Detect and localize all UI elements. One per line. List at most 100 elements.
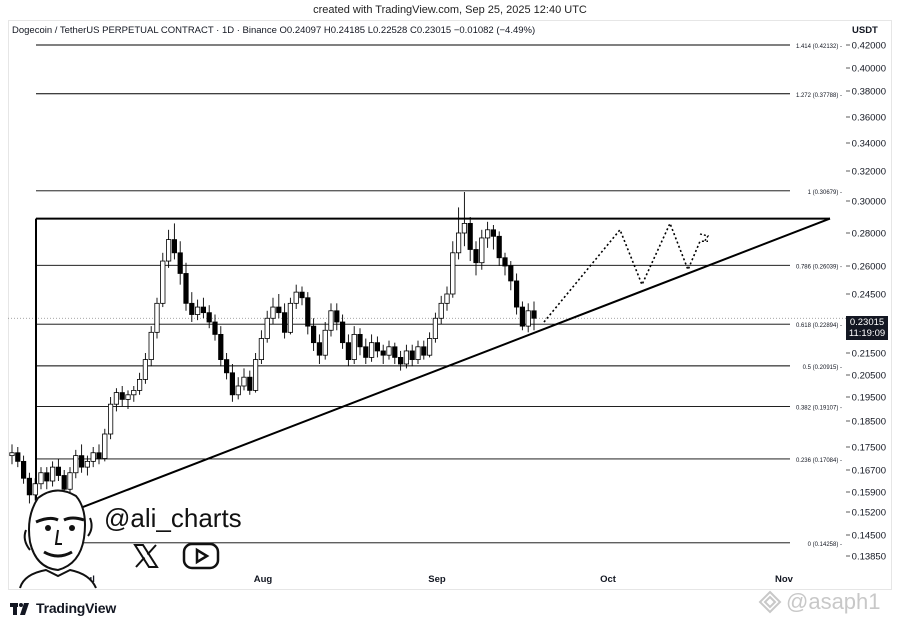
- candle-body-down: [119, 392, 125, 400]
- candle-body-up: [136, 378, 143, 391]
- candle: [90, 447, 96, 468]
- fib-level-label: 0.236 (0.17084) -: [796, 458, 842, 464]
- candle: [357, 328, 363, 356]
- x-tick-label: Sep: [428, 574, 446, 585]
- candle-body-down: [496, 235, 502, 259]
- candle-body-up: [252, 359, 259, 391]
- candle-body-up: [235, 385, 241, 396]
- candle: [148, 326, 154, 367]
- y-tick-label: 0.30000: [852, 197, 886, 208]
- candle: [131, 386, 137, 402]
- candle-body-down: [357, 333, 363, 348]
- candle: [490, 225, 497, 250]
- candle: [502, 252, 508, 276]
- y-tick-label: 0.24500: [852, 290, 886, 301]
- candle-body-up: [113, 392, 119, 405]
- x-tick-label: Oct: [600, 574, 617, 585]
- candle-body-up: [455, 232, 462, 254]
- candle: [258, 330, 265, 364]
- y-tick-label: 0.38000: [852, 87, 886, 98]
- candle-body-down: [310, 325, 317, 344]
- candle: [108, 397, 114, 440]
- fib-level-label: 0.786 (0.26039) -: [796, 264, 842, 270]
- candle: [403, 344, 410, 369]
- candle-body-up: [154, 302, 160, 333]
- candle-body-down: [334, 310, 340, 323]
- candle: [26, 472, 33, 504]
- candle-body-down: [26, 477, 33, 496]
- projection-path: [543, 221, 708, 323]
- x-logo-icon[interactable]: [132, 542, 160, 570]
- candle-body-up: [165, 239, 172, 262]
- candle-body-up: [403, 350, 410, 365]
- candle-body-down: [374, 342, 381, 352]
- candle-body-up: [479, 237, 485, 264]
- candle-body-down: [229, 372, 235, 396]
- candle: [351, 326, 357, 364]
- candle: [84, 455, 90, 476]
- candle: [525, 303, 531, 333]
- candle: [38, 467, 44, 490]
- candle-body-down: [96, 452, 102, 459]
- candle-body-down: [189, 302, 195, 315]
- candle: [142, 353, 148, 384]
- fib-level-label: 1.414 (0.42132) -: [796, 44, 842, 50]
- y-tick-label: 0.15900: [852, 488, 886, 499]
- y-tick-label: 0.34000: [852, 139, 886, 150]
- fib-level-label: 0 (0.14258) -: [808, 542, 842, 548]
- candle-body-up: [328, 310, 334, 331]
- fib-level-label: 0.5 (0.20915) -: [803, 365, 842, 371]
- y-tick-label: 0.18500: [852, 417, 886, 428]
- candle: [270, 297, 276, 325]
- candle-body-up: [102, 433, 108, 459]
- candle-body-up: [293, 291, 299, 304]
- candle: [496, 231, 502, 266]
- candle-body-up: [241, 376, 247, 387]
- y-tick-label: 0.26000: [852, 262, 886, 273]
- candle: [473, 241, 479, 276]
- candle-body-up: [322, 329, 328, 356]
- candle-body-down: [55, 466, 62, 476]
- youtube-play-icon[interactable]: [182, 542, 220, 570]
- candle-body-up: [50, 466, 56, 482]
- candle: [479, 229, 485, 270]
- currency-label[interactable]: USDT: [852, 25, 878, 36]
- candle: [119, 386, 125, 407]
- candle-body-up: [160, 260, 166, 304]
- candle: [455, 207, 462, 260]
- fib-level-label: 0.618 (0.22894) -: [796, 323, 842, 329]
- tradingview-wordmark: TradingView: [36, 600, 117, 616]
- candle: [189, 292, 195, 322]
- y-tick-label: 0.16700: [852, 466, 886, 477]
- watermark: @asaph1: [758, 589, 881, 615]
- candle: [32, 478, 38, 501]
- candle: [229, 364, 235, 402]
- y-tick-label: 0.21500: [852, 349, 886, 360]
- candle-body-down: [502, 257, 508, 267]
- candle: [380, 344, 386, 364]
- symbol-legend[interactable]: Dogecoin / TetherUS PERPETUAL CONTRACT ·…: [12, 25, 536, 36]
- candle-body-down: [339, 321, 346, 344]
- candle: [247, 370, 253, 395]
- screenshot-caption: created with TradingView.com, Sep 25, 20…: [313, 4, 587, 16]
- candle-body-up: [386, 346, 392, 356]
- tradingview-logo[interactable]: TradingView: [10, 600, 116, 616]
- candle: [50, 461, 56, 487]
- candle-body-down: [490, 229, 497, 237]
- candle: [438, 295, 444, 325]
- candle-body-down: [473, 249, 479, 264]
- author-handle: @ali_charts: [104, 503, 242, 533]
- candle: [345, 334, 352, 367]
- candle-body-down: [299, 291, 305, 299]
- candle: [310, 318, 317, 351]
- candle-body-up: [484, 229, 491, 239]
- y-tick-label: 0.15200: [852, 508, 886, 519]
- candle: [392, 342, 398, 364]
- candle-body-down: [247, 376, 253, 391]
- candle-body-up: [131, 389, 137, 396]
- y-tick-label: 0.42000: [852, 41, 886, 52]
- candle-body-up: [32, 483, 38, 496]
- candle-body-down: [519, 306, 526, 327]
- candle-body-up: [84, 460, 90, 468]
